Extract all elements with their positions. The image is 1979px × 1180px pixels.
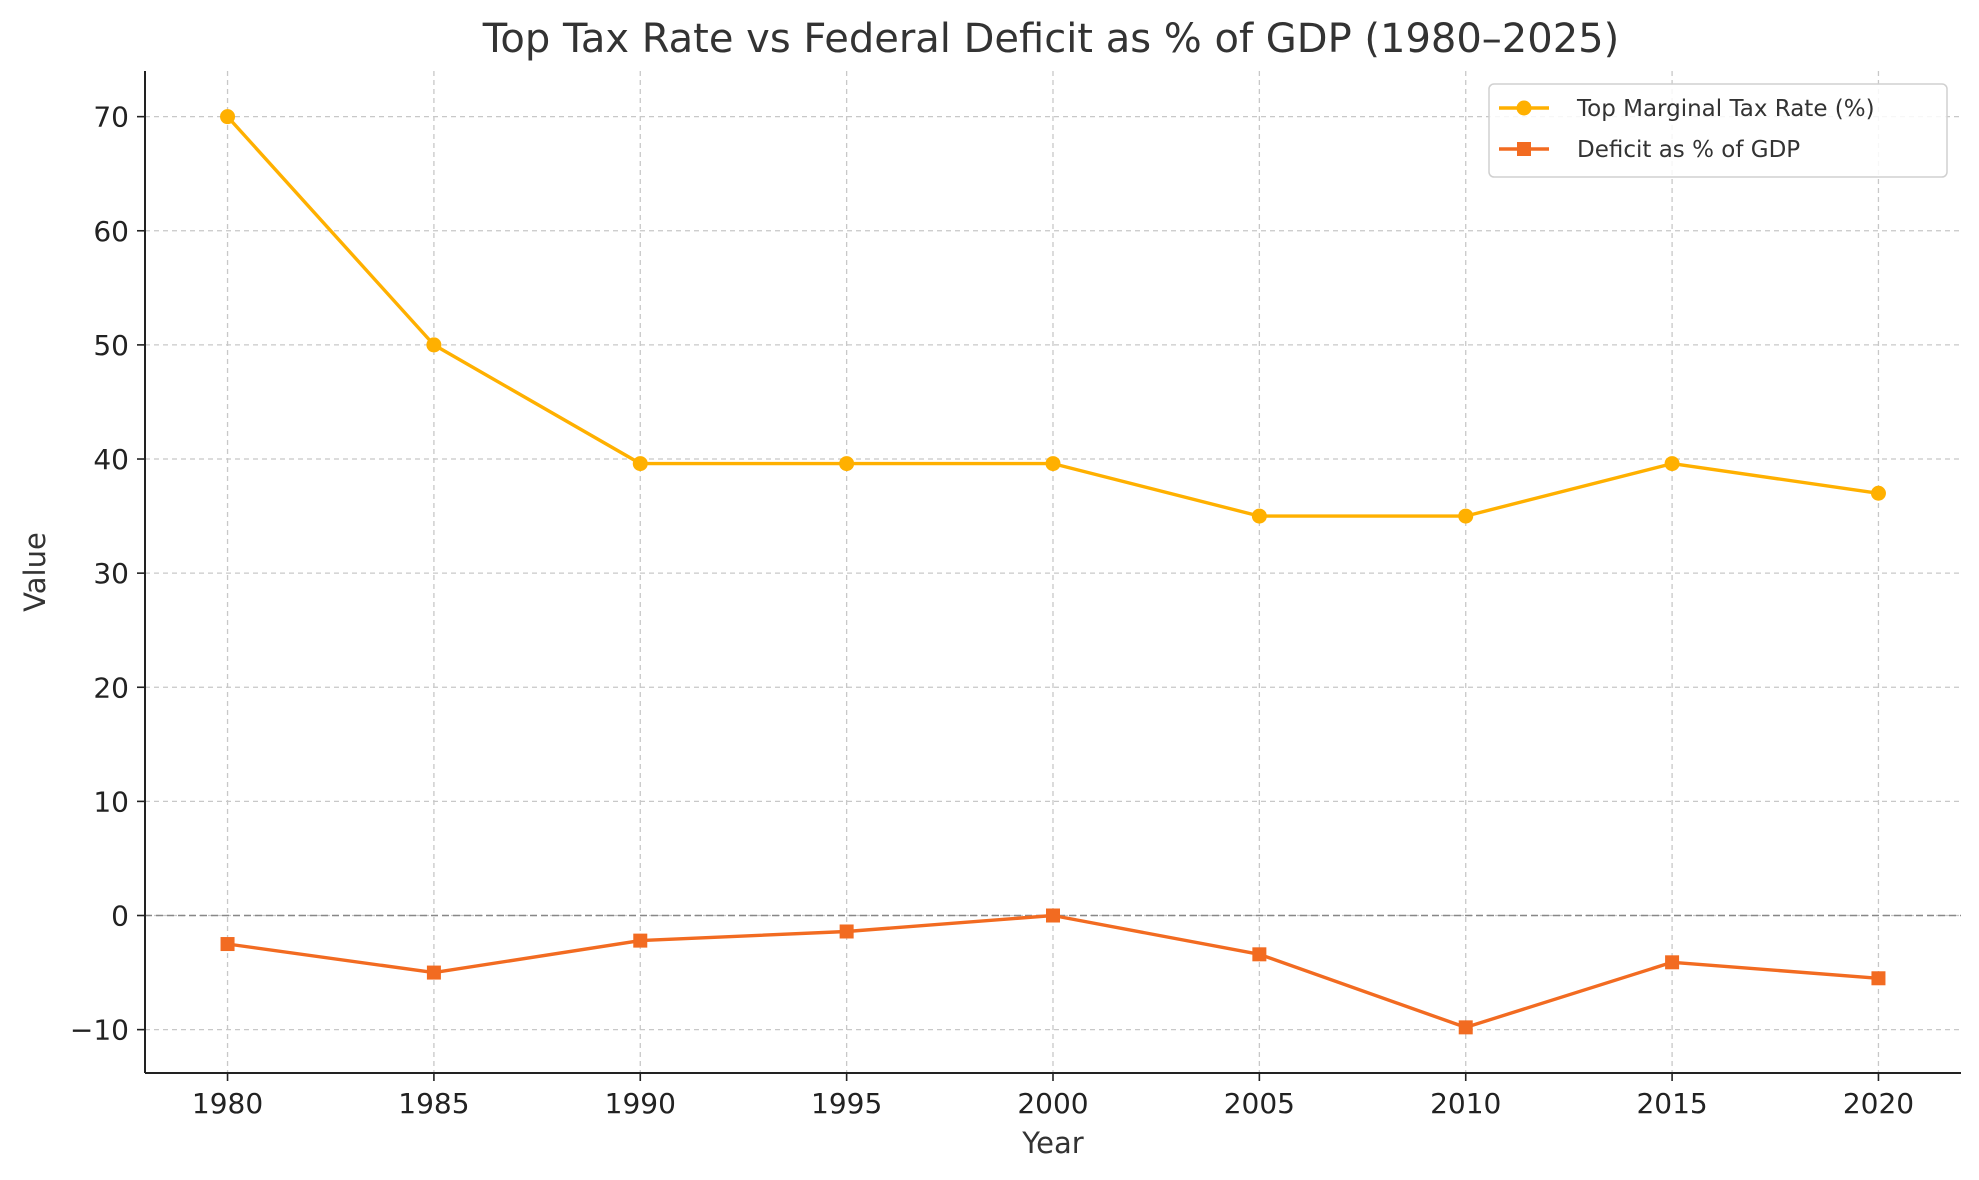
series-1-point <box>220 109 236 125</box>
y-tick-label: 20 <box>93 671 129 704</box>
series-group <box>220 109 1886 1035</box>
x-tick-label: 1980 <box>192 1087 263 1120</box>
x-tick-label: 2020 <box>1843 1087 1914 1120</box>
series-2-point <box>1046 908 1060 923</box>
series-1-point <box>1870 485 1886 501</box>
y-tick-label: 70 <box>93 101 129 134</box>
legend-label-2: Deficit as % of GDP <box>1577 137 1800 163</box>
legend-label-1: Top Marginal Tax Rate (%) <box>1576 96 1875 122</box>
y-axis-label: Value <box>18 532 52 612</box>
x-tick-label: 1990 <box>605 1087 676 1120</box>
y-tick-label: 10 <box>93 785 129 818</box>
chart-title: Top Tax Rate vs Federal Deficit as % of … <box>482 16 1619 62</box>
series-1-point <box>839 456 855 472</box>
legend-marker-2 <box>1517 142 1531 156</box>
series-1-point <box>1045 456 1061 472</box>
x-tick-label: 1985 <box>398 1087 469 1120</box>
series-1-point <box>1251 508 1267 524</box>
legend-marker-1 <box>1516 100 1532 116</box>
y-tick-label: 40 <box>93 443 129 476</box>
series-2-point <box>839 924 854 939</box>
y-tick-label: 0 <box>111 900 129 933</box>
series-1-point <box>1458 508 1474 524</box>
tick-labels: 1980 1985 1990 1995 2000 2005 2010 2015 20207060… <box>70 101 1914 1120</box>
x-tick-label: 1995 <box>811 1087 882 1120</box>
series-2-point <box>220 937 235 952</box>
legend: Top Marginal Tax Rate (%) Deficit as % of… <box>1488 83 1948 178</box>
x-axis-label: Year <box>1021 1126 1083 1160</box>
y-tick-label: −10 <box>70 1014 129 1047</box>
series-2-point <box>1665 955 1680 970</box>
legend-box <box>1488 83 1948 178</box>
series-1-point <box>1664 456 1680 472</box>
y-tick-label: 30 <box>93 557 129 590</box>
x-tick-label: 2000 <box>1017 1087 1088 1120</box>
series-2-point <box>1458 1020 1473 1035</box>
series-2-point <box>1252 947 1267 962</box>
x-tick-label: 2005 <box>1224 1087 1295 1120</box>
x-tick-label: 2010 <box>1430 1087 1501 1120</box>
series-2-point <box>426 965 441 980</box>
series-2-point <box>633 933 648 948</box>
x-tick-label: 2015 <box>1636 1087 1707 1120</box>
series-1-point <box>426 337 442 353</box>
series-1-point <box>632 456 648 472</box>
y-tick-label: 60 <box>93 215 129 248</box>
series-2-point <box>1871 971 1886 986</box>
y-tick-label: 50 <box>93 329 129 362</box>
